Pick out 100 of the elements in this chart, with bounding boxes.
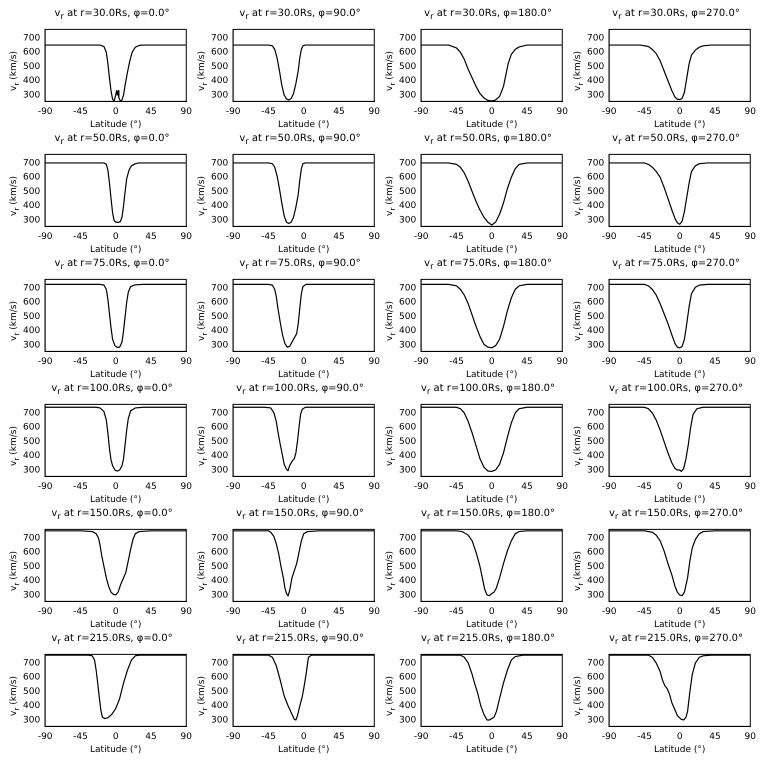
y-tick-label: 600 <box>586 422 604 433</box>
y-tick-label: 500 <box>398 186 416 197</box>
x-axis-title: Latitude (°) <box>466 370 518 380</box>
x-tick-label: 90 <box>744 357 756 368</box>
chart-title: v$_{r}$ at r=50.0Rs, φ=90.0° <box>238 133 362 147</box>
x-tick-label: 0 <box>676 732 683 742</box>
x-tick-label: -45 <box>73 232 88 242</box>
x-axis-title: Latitude (°) <box>466 244 518 255</box>
x-axis-title: Latitude (°) <box>466 494 518 505</box>
x-axis-title: Latitude (°) <box>654 744 706 755</box>
x-tick-label: -90 <box>602 107 617 118</box>
x-tick-label: -90 <box>226 232 241 242</box>
y-tick-label: 700 <box>586 658 604 668</box>
x-tick-label: -45 <box>73 107 88 118</box>
y-tick-label: 500 <box>210 312 228 322</box>
y-tick-label: 400 <box>586 576 604 586</box>
y-tick-label: 600 <box>22 48 40 58</box>
x-tick-label: -90 <box>38 107 53 118</box>
y-tick-label: 700 <box>586 158 604 168</box>
x-axis-title: Latitude (°) <box>90 120 142 130</box>
y-tick-label: 600 <box>398 672 416 683</box>
y-tick-label: 400 <box>210 451 228 462</box>
x-tick-label: 0 <box>488 107 495 118</box>
chart-title: v$_{r}$ at r=150.0Rs, φ=0.0° <box>50 508 174 522</box>
x-tick-label: -90 <box>414 732 429 742</box>
x-tick-label: 45 <box>333 482 345 492</box>
y-tick-label: 700 <box>586 533 604 544</box>
chart-title: v$_{r}$ at r=215.0Rs, φ=180.0° <box>420 633 556 647</box>
y-tick-label: 300 <box>398 465 416 476</box>
x-tick-label: 90 <box>744 107 756 118</box>
y-tick-label: 400 <box>586 701 604 712</box>
x-tick-label: -45 <box>449 732 464 742</box>
x-tick-label: 90 <box>744 607 756 618</box>
y-tick-label: 500 <box>22 62 40 72</box>
y-tick-label: 400 <box>22 576 40 586</box>
y-tick-label: 500 <box>586 562 604 572</box>
x-axis-title: Latitude (°) <box>90 744 142 755</box>
y-tick-label: 400 <box>22 326 40 336</box>
x-tick-label: 0 <box>676 607 683 618</box>
x-tick-label: -90 <box>602 357 617 368</box>
y-tick-label: 700 <box>210 408 228 418</box>
y-tick-label: 400 <box>586 201 604 212</box>
y-tick-label: 500 <box>586 686 604 697</box>
x-tick-label: -45 <box>449 232 464 242</box>
y-tick-label: 300 <box>398 590 416 600</box>
y-tick-label: 700 <box>22 158 40 168</box>
y-tick-label: 600 <box>22 172 40 183</box>
y-tick-label: 300 <box>22 90 40 100</box>
y-tick-label: 600 <box>398 172 416 183</box>
x-tick-label: -45 <box>637 607 652 618</box>
x-tick-label: 90 <box>368 607 380 618</box>
y-tick-label: 400 <box>398 451 416 462</box>
y-tick-label: 300 <box>22 715 40 726</box>
x-tick-label: -45 <box>449 482 464 492</box>
chart-title: v$_{r}$ at r=50.0Rs, φ=0.0° <box>54 133 170 147</box>
x-tick-label: 45 <box>709 607 721 618</box>
y-tick-label: 700 <box>586 33 604 44</box>
y-tick-label: 500 <box>210 186 228 197</box>
y-tick-label: 700 <box>398 408 416 418</box>
y-tick-label: 300 <box>22 340 40 350</box>
y-tick-label: 300 <box>398 340 416 350</box>
y-tick-label: 600 <box>586 48 604 58</box>
chart-title: v$_{r}$ at r=30.0Rs, φ=270.0° <box>611 8 741 22</box>
y-tick-label: 500 <box>398 62 416 72</box>
x-tick-label: 45 <box>145 232 157 242</box>
x-tick-label: 0 <box>488 732 495 742</box>
x-tick-label: 45 <box>145 482 157 492</box>
x-axis-title: Latitude (°) <box>654 370 706 380</box>
x-tick-label: -45 <box>73 607 88 618</box>
x-tick-label: 45 <box>709 357 721 368</box>
chart-title: v$_{r}$ at r=215.0Rs, φ=90.0° <box>235 633 365 647</box>
y-tick-label: 500 <box>210 686 228 697</box>
x-tick-label: 0 <box>488 482 495 492</box>
x-tick-label: 90 <box>744 482 756 492</box>
x-axis-title: Latitude (°) <box>654 620 706 630</box>
x-axis-title: Latitude (°) <box>278 370 330 380</box>
y-tick-label: 500 <box>398 562 416 572</box>
y-tick-label: 700 <box>210 533 228 544</box>
x-tick-label: -90 <box>414 232 429 242</box>
chart-title: v$_{r}$ at r=50.0Rs, φ=270.0° <box>611 133 741 147</box>
y-tick-label: 300 <box>586 215 604 226</box>
y-tick-label: 600 <box>210 672 228 683</box>
x-tick-label: 0 <box>300 607 307 618</box>
x-tick-label: 0 <box>300 107 307 118</box>
y-tick-label: 600 <box>398 48 416 58</box>
x-axis-title: Latitude (°) <box>90 244 142 255</box>
x-tick-label: 0 <box>300 357 307 368</box>
x-tick-label: -45 <box>261 232 276 242</box>
y-tick-label: 600 <box>22 548 40 558</box>
x-tick-label: 45 <box>521 607 533 618</box>
x-tick-label: 90 <box>556 607 568 618</box>
x-tick-label: 45 <box>709 232 721 242</box>
x-tick-label: 90 <box>556 107 568 118</box>
y-tick-label: 400 <box>586 326 604 336</box>
y-tick-label: 300 <box>586 590 604 600</box>
y-tick-label: 300 <box>210 340 228 350</box>
y-tick-label: 500 <box>210 62 228 72</box>
y-tick-label: 500 <box>586 62 604 72</box>
y-tick-label: 400 <box>22 201 40 212</box>
y-tick-label: 300 <box>22 590 40 600</box>
